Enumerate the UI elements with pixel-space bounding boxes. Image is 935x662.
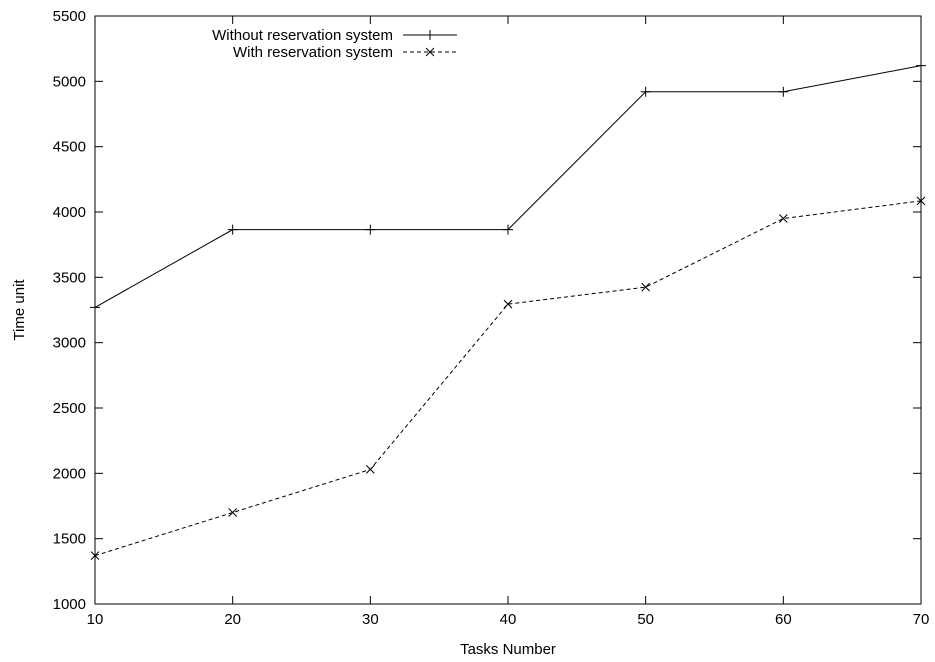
data-point — [365, 465, 375, 474]
y-tick-label: 5000 — [53, 73, 86, 90]
cross-marker-stroke — [228, 508, 238, 517]
axis-ticks: 10 20 30 40 50 60 70 1000 1500 2000 2500 3000 3500 40… — [53, 8, 930, 628]
x-axis-title: Tasks Number — [460, 641, 556, 658]
series-line — [94, 65, 922, 308]
legend-label: Without reservation system — [212, 27, 393, 44]
y-tick-label: 4500 — [53, 139, 86, 156]
data-point — [778, 86, 789, 97]
series-layer — [90, 60, 926, 561]
cross-marker-stroke — [365, 465, 375, 474]
data-point — [90, 551, 100, 561]
series-1 — [90, 60, 926, 313]
cross-marker-stroke — [916, 196, 926, 206]
legend-label: With reservation system — [233, 44, 393, 61]
series-line — [94, 200, 922, 557]
y-axis-title: Time unit — [11, 279, 28, 341]
data-point — [916, 196, 926, 206]
y-tick-label: 2000 — [53, 465, 86, 482]
series-2 — [90, 196, 926, 561]
cross-marker-stroke — [503, 299, 513, 309]
y-tick-label: 1000 — [53, 596, 86, 613]
x-tick-label: 70 — [913, 611, 930, 628]
y-tick-label: 3500 — [53, 269, 86, 286]
data-point — [227, 224, 238, 235]
y-tick-label: 3000 — [53, 335, 86, 352]
x-tick-label: 30 — [362, 611, 379, 628]
legend-entry: Without reservation system — [212, 27, 457, 44]
x-tick-label: 50 — [637, 611, 654, 628]
data-point — [90, 302, 100, 313]
cross-marker-stroke — [90, 551, 100, 561]
data-point — [228, 508, 238, 517]
legend-marker — [425, 47, 435, 57]
y-tick-label: 1500 — [53, 531, 86, 548]
x-tick-label: 40 — [500, 611, 517, 628]
legend-entry: With reservation system — [233, 44, 457, 61]
plot-area-frame — [94, 15, 922, 605]
data-point — [778, 214, 788, 223]
x-tick-label: 20 — [224, 611, 241, 628]
data-point — [916, 60, 926, 71]
data-point — [503, 224, 513, 235]
legend-marker — [425, 30, 435, 40]
data-point — [640, 86, 651, 97]
data-point — [365, 224, 376, 235]
y-tick-label: 5500 — [53, 8, 86, 25]
x-tick-label: 60 — [775, 611, 792, 628]
data-point — [641, 282, 651, 292]
cross-marker-stroke — [641, 282, 651, 292]
data-point — [503, 299, 513, 309]
y-tick-label: 2500 — [53, 400, 86, 417]
y-tick-label: 4000 — [53, 204, 86, 221]
cross-marker-stroke — [425, 47, 435, 57]
x-tick-label: 10 — [87, 611, 104, 628]
cross-marker-stroke — [778, 214, 788, 223]
